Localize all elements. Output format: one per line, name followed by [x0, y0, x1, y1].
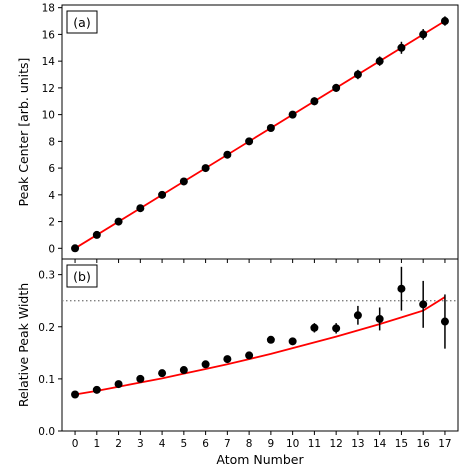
data-point [201, 164, 210, 173]
y-tick-label: 6 [48, 163, 55, 175]
data-point [310, 97, 319, 106]
x-tick-label: 10 [286, 438, 299, 450]
data-point [375, 57, 384, 66]
data-point [92, 230, 101, 239]
data-point [419, 30, 428, 39]
data-point [332, 324, 341, 333]
x-tick-label: 0 [72, 438, 79, 450]
data-point [71, 244, 80, 253]
data-point [266, 335, 275, 344]
x-tick-label: 11 [308, 438, 321, 450]
x-tick-label: 15 [395, 438, 408, 450]
y-tick-label: 18 [42, 3, 55, 15]
y-tick-label: 12 [42, 83, 55, 95]
x-tick-label: 2 [115, 438, 122, 450]
data-point [288, 337, 297, 346]
x-tick-label: 3 [137, 438, 144, 450]
y-tick-label: 0.0 [38, 426, 55, 438]
data-point [245, 137, 254, 146]
data-point [397, 284, 406, 293]
fit-line [74, 296, 446, 396]
y-tick-label: 0 [48, 243, 55, 255]
x-tick-label: 12 [329, 438, 342, 450]
x-tick-label: 6 [202, 438, 209, 450]
data-point [223, 150, 232, 159]
data-point [114, 217, 123, 226]
data-point [266, 123, 275, 132]
data-point [440, 317, 449, 326]
data-point [419, 300, 428, 309]
y-tick-label: 8 [48, 136, 55, 148]
x-tick-label: 9 [268, 438, 275, 450]
y-tick-label: 4 [48, 190, 55, 202]
x-tick-label: 13 [351, 438, 364, 450]
data-point [353, 70, 362, 79]
y-tick-label: 2 [48, 217, 55, 229]
panel-a: 0 2 4 6 8 10 12 14 16 18 (a) Peak Center [arb. unit… [16, 3, 459, 263]
x-tick-label: 14 [373, 438, 387, 450]
data-point [310, 323, 319, 332]
panel-tag-box [66, 10, 98, 34]
data-point [136, 204, 145, 213]
y-tick-label: 0.3 [38, 270, 55, 282]
y-axis-label: Relative Peak Width [16, 283, 31, 407]
data-point [114, 380, 123, 389]
x-axis-label: Atom Number [216, 452, 304, 467]
data-point [223, 355, 232, 364]
data-point [353, 311, 362, 320]
y-tick-label: 14 [42, 56, 56, 68]
data-point [245, 351, 254, 360]
data-point [201, 360, 210, 369]
data-point [332, 83, 341, 92]
data-point [440, 17, 449, 26]
x-tick-label: 7 [224, 438, 231, 450]
panel-b: 0.00.10.20.30 1 2 3 4 5 6 7 8 9 10 11 12 13 14 15 16 17(b… [16, 258, 459, 467]
panel-tag: (a) [73, 15, 90, 30]
data-point [288, 110, 297, 119]
data-point [179, 366, 188, 375]
data-point [158, 190, 167, 199]
data-point [179, 177, 188, 186]
data-point [375, 314, 384, 323]
data-point [136, 374, 145, 383]
fit-line [74, 20, 446, 250]
y-tick-label: 0.1 [38, 374, 55, 386]
y-tick-label: 0.2 [38, 322, 55, 334]
data-point [71, 390, 80, 399]
data-point [397, 43, 406, 52]
plot-frame [61, 258, 459, 432]
x-tick-label: 8 [246, 438, 253, 450]
panel-tag: (b) [73, 269, 91, 284]
x-tick-label: 1 [93, 438, 100, 450]
y-tick-label: 10 [42, 110, 55, 122]
x-tick-label: 17 [438, 438, 451, 450]
data-point [92, 385, 101, 394]
panel-tag-box [66, 264, 98, 288]
y-tick-label: 16 [42, 29, 56, 41]
data-point [158, 369, 167, 378]
x-tick-label: 16 [416, 438, 430, 450]
x-tick-label: 5 [181, 438, 188, 450]
x-tick-label: 4 [159, 438, 166, 450]
y-axis-label: Peak Center [arb. units] [16, 58, 31, 207]
